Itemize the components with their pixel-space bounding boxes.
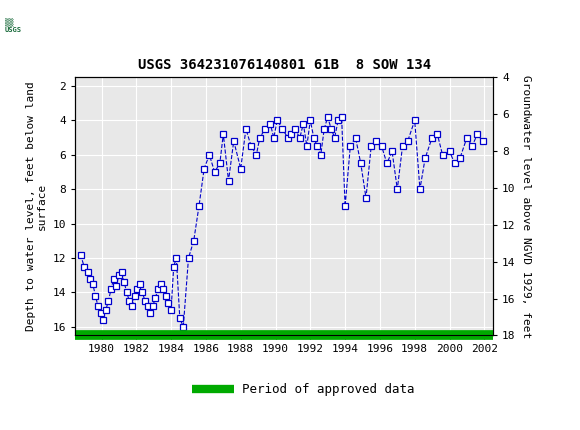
Y-axis label: Depth to water level, feet below land
surface: Depth to water level, feet below land su… [26,82,48,331]
Title: USGS 364231076140801 61B  8 SOW 134: USGS 364231076140801 61B 8 SOW 134 [137,58,431,72]
Text: ▒▒
USGS: ▒▒ USGS [5,19,21,33]
Text: Period of approved data: Period of approved data [242,383,415,396]
FancyBboxPatch shape [3,5,55,46]
Y-axis label: Groundwater level above NGVD 1929, feet: Groundwater level above NGVD 1929, feet [521,75,531,338]
Text: USGS: USGS [3,18,81,33]
